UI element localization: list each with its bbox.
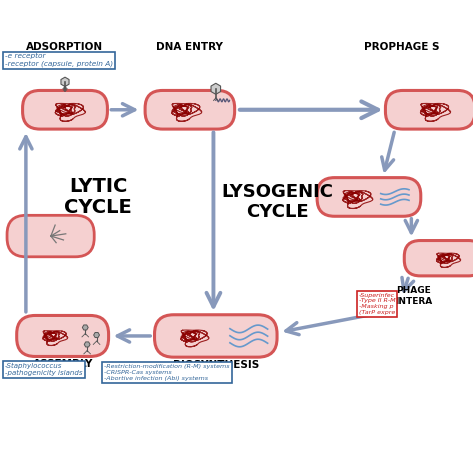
Text: ADSORPTION: ADSORPTION	[27, 42, 103, 52]
Text: ASSEMBLY: ASSEMBLY	[32, 359, 93, 369]
Text: -e receptor
-receptor (capsule, protein A): -e receptor -receptor (capsule, protein …	[5, 53, 113, 67]
Polygon shape	[61, 77, 69, 87]
Text: PHAGE
INTERA: PHAGE INTERA	[395, 286, 432, 306]
Polygon shape	[82, 325, 88, 330]
Text: BIOSYNTHESIS: BIOSYNTHESIS	[173, 360, 259, 371]
FancyBboxPatch shape	[404, 240, 474, 276]
Text: DNA ENTRY: DNA ENTRY	[156, 42, 223, 52]
Text: -Restriction-modification (R-M) systems
-CRISPR-Cas systems
-Abortive infection : -Restriction-modification (R-M) systems …	[104, 364, 230, 381]
FancyBboxPatch shape	[155, 315, 277, 357]
FancyBboxPatch shape	[23, 91, 108, 129]
Text: -Superinfec
-Type II R-M
-Masking p
(TarP expre: -Superinfec -Type II R-M -Masking p (Tar…	[358, 292, 395, 315]
Polygon shape	[211, 83, 220, 94]
FancyBboxPatch shape	[317, 178, 421, 216]
Text: PROPHAGE S: PROPHAGE S	[364, 42, 440, 52]
Text: -Staphylococcus
-pathogenicity islands: -Staphylococcus -pathogenicity islands	[5, 363, 82, 376]
Text: LYSOGENIC
CYCLE: LYSOGENIC CYCLE	[221, 182, 333, 221]
FancyBboxPatch shape	[385, 91, 474, 129]
FancyBboxPatch shape	[7, 215, 94, 257]
FancyBboxPatch shape	[145, 91, 235, 129]
Text: LYTIC
CYCLE: LYTIC CYCLE	[64, 177, 132, 217]
FancyBboxPatch shape	[17, 316, 109, 356]
Polygon shape	[94, 332, 100, 337]
Polygon shape	[84, 342, 90, 347]
